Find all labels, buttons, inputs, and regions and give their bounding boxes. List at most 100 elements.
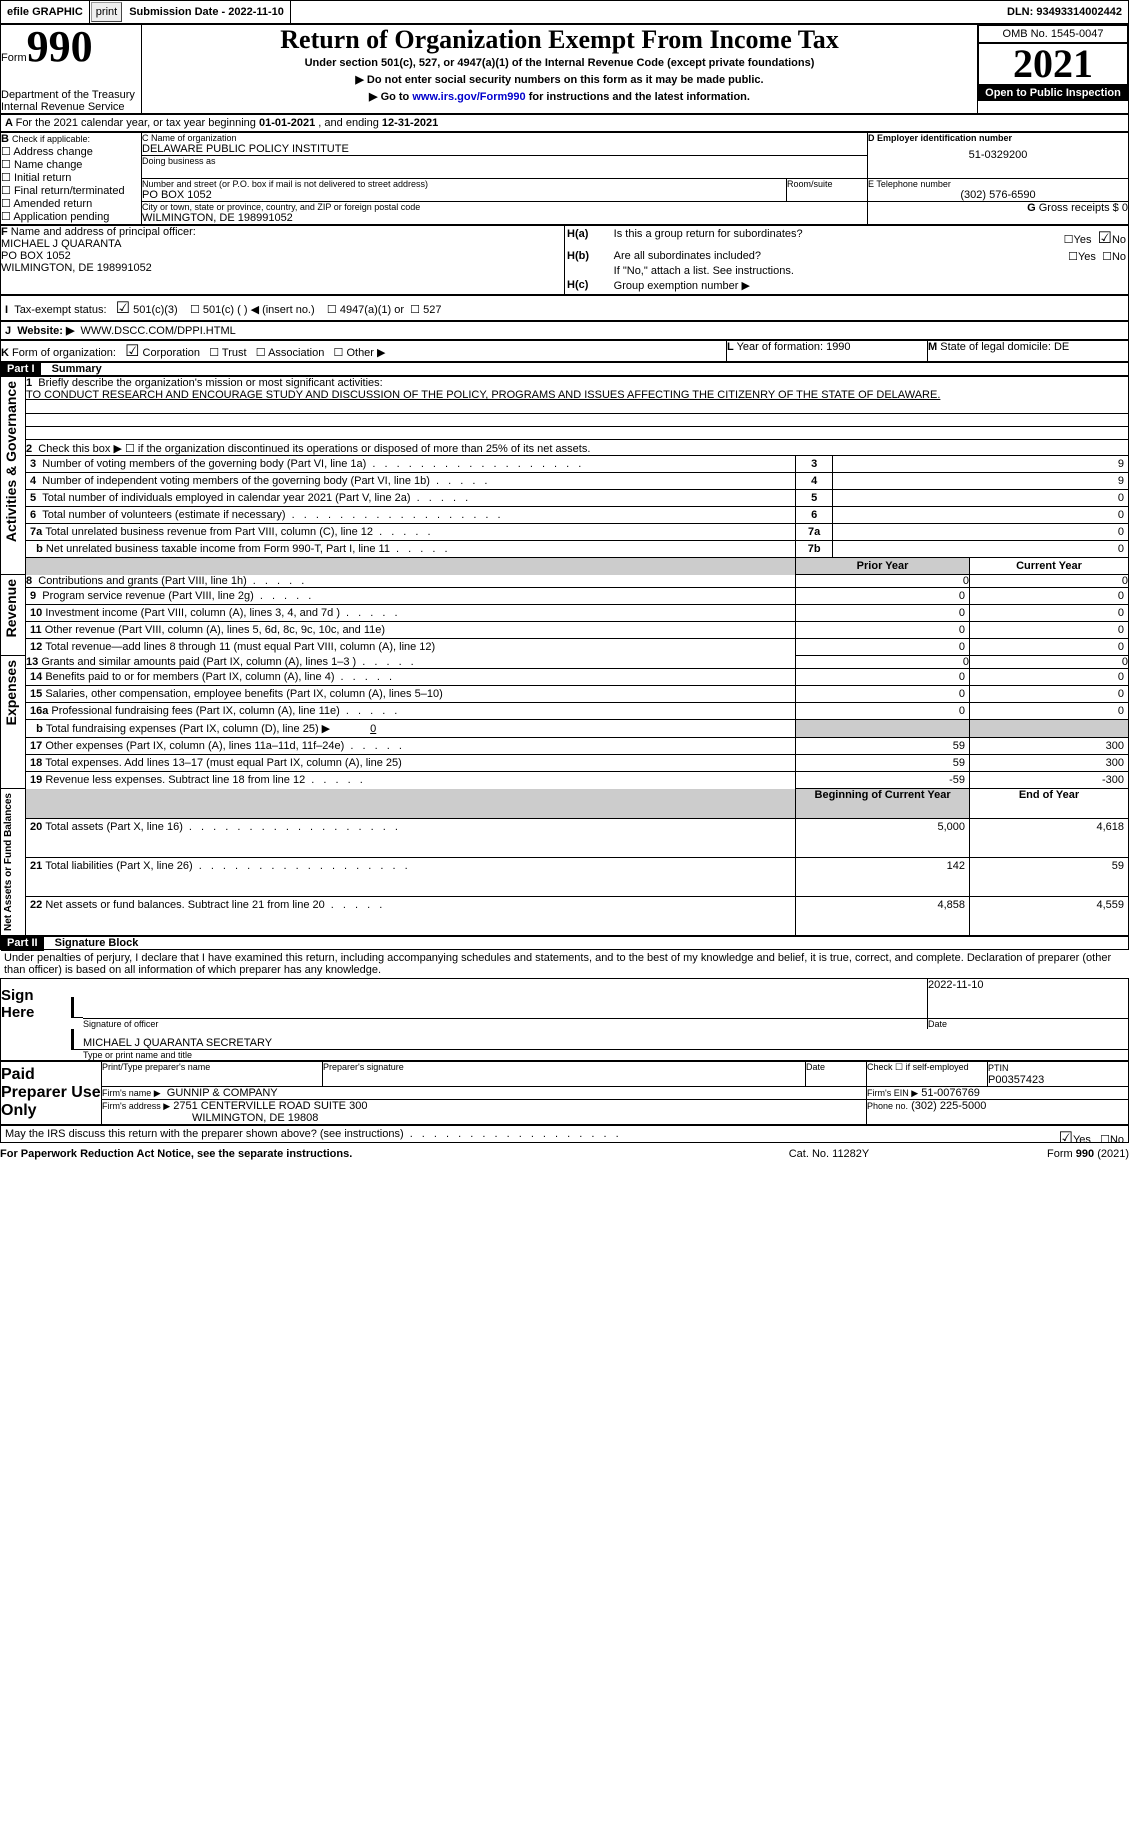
firm-addr-label: Firm's address ▶ [102, 1101, 170, 1111]
cb-assoc[interactable]: Association [268, 347, 324, 359]
l4-text: Number of independent voting members of … [42, 475, 490, 487]
prep-phone-label: Phone no. [867, 1101, 908, 1111]
discuss-no[interactable]: No [1110, 1134, 1124, 1146]
self-emp-label[interactable]: Check ☐ if self-employed [867, 1062, 988, 1087]
officer-addr2: WILMINGTON, DE 198991052 [1, 262, 152, 274]
l3-val: 9 [833, 456, 1129, 473]
line2-text: Check this box ▶ ☐ if the organization d… [38, 443, 590, 455]
type-name-label: Type or print name and title [83, 1050, 1129, 1061]
sig-officer-label: Signature of officer [83, 1018, 928, 1029]
side-exp: Expenses [1, 656, 21, 729]
cb-name-change[interactable]: Name change [14, 159, 83, 171]
l7b-val: 0 [833, 541, 1129, 558]
officer-group-block: F Name and address of principal officer:… [0, 225, 1129, 295]
ptin-label: PTIN [988, 1063, 1009, 1073]
dba-label: Doing business as [142, 156, 867, 166]
l16b-val: 0 [330, 723, 416, 735]
dept-label: Department of the Treasury Internal Reve… [1, 89, 141, 113]
cat-number: Cat. No. 11282Y [729, 1148, 929, 1160]
l4-val: 9 [833, 473, 1129, 490]
addr-value: PO BOX 1052 [142, 189, 786, 201]
l16a-text: Professional fundraising fees (Part IX, … [51, 705, 400, 717]
part-i-header: Part I Summary [0, 362, 1129, 376]
l20-text: Total assets (Part X, line 16) [45, 821, 401, 833]
officer-addr1: PO BOX 1052 [1, 250, 71, 262]
l18-text: Total expenses. Add lines 13–17 (must eq… [45, 757, 401, 769]
subtitle: Under section 501(c), 527, or 4947(a)(1)… [142, 57, 977, 69]
entity-info-block: B Check if applicable: ☐ Address change … [0, 132, 1129, 225]
cb-4947[interactable]: 4947(a)(1) or [340, 304, 404, 316]
ha-no[interactable]: No [1112, 234, 1126, 246]
city-label: City or town, state or province, country… [142, 202, 867, 212]
form-header: Form990 Department of the Treasury Inter… [0, 24, 1129, 114]
cb-amended[interactable]: Amended return [13, 198, 92, 210]
ptin-value: P00357423 [988, 1074, 1044, 1086]
subordinates-q: Are all subordinates included? [614, 250, 998, 263]
l21-text: Total liabilities (Part X, line 26) [45, 860, 410, 872]
cb-final-return[interactable]: Final return/terminated [14, 185, 125, 197]
firm-name: GUNNIP & COMPANY [167, 1087, 278, 1099]
website-url: WWW.DSCC.COM/DPPI.HTML [81, 325, 236, 337]
prior-year-header: Prior Year [796, 558, 970, 575]
side-rev: Revenue [1, 575, 21, 641]
hc-text: Group exemption number ▶ [614, 279, 1126, 292]
l3-text: Number of voting members of the governin… [42, 458, 584, 470]
form-footer: Form 990 (2021) [1047, 1148, 1129, 1160]
hb-no[interactable]: No [1112, 251, 1126, 263]
l5-text: Total number of individuals employed in … [42, 492, 471, 504]
state-domicile: State of legal domicile: DE [940, 341, 1069, 353]
l7a-text: Total unrelated business revenue from Pa… [45, 526, 433, 538]
l17-text: Other expenses (Part IX, column (A), lin… [45, 740, 405, 752]
city-value: WILMINGTON, DE 198991052 [142, 212, 867, 224]
current-year-header: Current Year [970, 558, 1129, 575]
phone-value: (302) 576-6590 [868, 189, 1128, 201]
page-footer: For Paperwork Reduction Act Notice, see … [0, 1148, 1129, 1160]
l8-cy: 0 [970, 575, 1129, 588]
instructions-link[interactable]: www.irs.gov/Form990 [412, 91, 525, 103]
tax-exempt-row: I Tax-exempt status: ☑ 501(c)(3) ☐ 501(c… [0, 295, 1129, 321]
part-ii-header: Part II Signature Block [0, 936, 1129, 950]
l6-val: 0 [833, 507, 1129, 524]
paid-preparer-label: Paid Preparer Use Only [1, 1062, 102, 1125]
firm-name-label: Firm's name ▶ [102, 1088, 161, 1098]
cb-trust[interactable]: Trust [222, 347, 247, 359]
topbar: efile GRAPHIC print Submission Date - 20… [0, 0, 1129, 24]
l12-text: Total revenue—add lines 8 through 11 (mu… [45, 641, 435, 653]
form-word: Form [1, 52, 27, 64]
ha-yes[interactable]: Yes [1074, 234, 1092, 246]
cb-501c[interactable]: 501(c) ( ) ◀ (insert no.) [203, 304, 315, 316]
cb-501c3[interactable]: 501(c)(3) [133, 304, 178, 316]
cb-app-pending[interactable]: Application pending [13, 211, 109, 223]
gross-label-g: G [1027, 202, 1036, 214]
l22-text: Net assets or fund balances. Subtract li… [45, 899, 385, 911]
l10-text: Investment income (Part VIII, column (A)… [45, 607, 400, 619]
l9-text: Program service revenue (Part VIII, line… [42, 590, 314, 602]
efile-label: efile GRAPHIC [1, 1, 90, 23]
cb-initial-return[interactable]: Initial return [14, 172, 71, 184]
cb-other[interactable]: Other ▶ [346, 347, 385, 359]
discuss-yes[interactable]: Yes [1073, 1134, 1091, 1146]
hb-yes[interactable]: Yes [1078, 251, 1096, 263]
officer-name: MICHAEL J QUARANTA [1, 238, 121, 250]
officer-printed-name: MICHAEL J QUARANTA SECRETARY [83, 1029, 1129, 1050]
cb-527[interactable]: 527 [423, 304, 441, 316]
prep-sig-label: Preparer's signature [323, 1062, 806, 1087]
side-net: Net Assets or Fund Balances [1, 789, 16, 935]
cb-corp[interactable]: Corporation [143, 347, 200, 359]
note-ssn: ▶ Do not enter social security numbers o… [142, 73, 977, 86]
officer-label: Name and address of principal officer: [11, 226, 196, 238]
page-title: Return of Organization Exempt From Incom… [142, 25, 977, 55]
print-button[interactable]: print [91, 2, 122, 22]
org-name: DELAWARE PUBLIC POLICY INSTITUTE [142, 143, 867, 155]
cb-address-change[interactable]: Address change [13, 146, 93, 158]
l7a-val: 0 [833, 524, 1129, 541]
website-row: J Website: ▶ WWW.DSCC.COM/DPPI.HTML [0, 321, 1129, 340]
part-i-body: Activities & Governance 1 Briefly descri… [0, 376, 1129, 936]
form-number: 990 [27, 22, 93, 71]
ein-value: 51-0329200 [868, 149, 1128, 161]
firm-addr2: WILMINGTON, DE 19808 [102, 1112, 318, 1124]
tax-year: 2021 [978, 43, 1128, 85]
side-ag: Activities & Governance [1, 377, 21, 546]
l5-val: 0 [833, 490, 1129, 507]
paid-preparer-block: Paid Preparer Use Only Print/Type prepar… [0, 1061, 1129, 1125]
